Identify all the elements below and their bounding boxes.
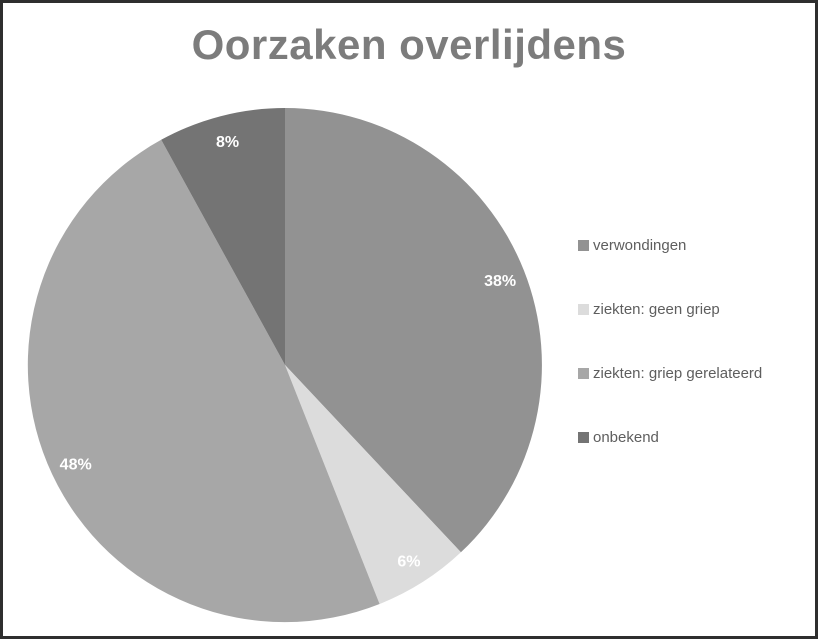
slice-percent-label: 48% xyxy=(60,457,92,474)
pie-slice-verwondingen xyxy=(285,108,542,553)
slice-percent-label: 38% xyxy=(484,273,516,290)
pie-slice-ziekten-geen-griep xyxy=(285,365,461,604)
legend-label: onbekend xyxy=(593,429,659,446)
legend-swatch xyxy=(578,432,589,443)
pie-chart: 38% 6% 48% 8% xyxy=(27,108,542,623)
legend-item-verwondingen: verwondingen xyxy=(578,237,762,254)
legend-swatch xyxy=(578,304,589,315)
legend-label: ziekten: geen griep xyxy=(593,301,720,318)
pie-slice-ziekten-griep-gerelateerd xyxy=(27,139,380,623)
chart-legend: verwondingen ziekten: geen griep ziekten: … xyxy=(578,237,762,446)
chart-title: Oorzaken overlijdens xyxy=(191,21,627,68)
slice-percent-label: 6% xyxy=(397,553,420,570)
legend-label: verwondingen xyxy=(593,237,687,254)
slice-percent-label: 8% xyxy=(216,134,239,151)
legend-label: ziekten: griep gerelateerd xyxy=(593,365,763,382)
legend-item-onbekend: onbekend xyxy=(578,429,762,446)
legend-item-ziekten-geen-griep: ziekten: geen griep xyxy=(578,301,762,318)
pie-slice-onbekend xyxy=(161,108,285,365)
legend-item-ziekten-griep-gerelateerd: ziekten: griep gerelateerd xyxy=(578,365,762,382)
legend-swatch xyxy=(578,240,589,251)
legend-swatch xyxy=(578,368,589,379)
